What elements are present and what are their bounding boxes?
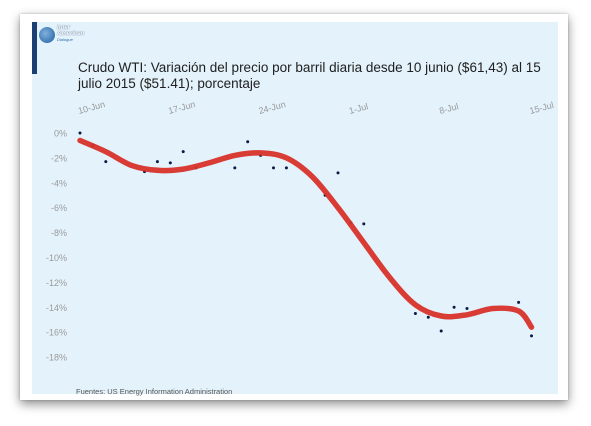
x-tick-label: 24-Jun [258, 99, 287, 116]
x-tick-label: 15-Jul [528, 100, 554, 116]
x-tick-label: 10-Jun [77, 99, 106, 116]
data-point [168, 161, 172, 165]
logo-bar [32, 22, 37, 74]
data-point [517, 300, 521, 304]
y-tick-label: -16% [46, 328, 67, 338]
inter-american-dialogue-logo: Inter American Dialogue [38, 25, 118, 49]
globe-icon [39, 27, 55, 43]
logo-line2: American [57, 31, 85, 37]
data-point [413, 312, 417, 316]
data-point [452, 305, 456, 309]
chart-title: Crudo WTI: Variación del precio por barr… [78, 60, 541, 91]
data-point [439, 329, 443, 333]
y-tick-label: -10% [46, 253, 67, 263]
chart-card: Inter American Dialogue Crudo WTI: Varia… [20, 14, 568, 400]
x-tick-label: 17-Jun [167, 99, 196, 116]
x-tick-label: 1-Jul [348, 101, 369, 116]
y-tick-label: 0% [54, 129, 67, 139]
data-point [272, 166, 275, 170]
y-tick-label: -14% [46, 303, 67, 313]
chart-panel: Inter American Dialogue Crudo WTI: Varia… [32, 22, 558, 396]
chart-plot: 0% -2% -4% -6% -8% -10% -12% -14% -16% -18% 10-Jun… [46, 99, 555, 363]
y-tick-label: -18% [46, 353, 67, 363]
y-tick-label: -12% [46, 278, 67, 288]
y-tick-label: -4% [51, 178, 67, 188]
data-point [465, 307, 469, 311]
data-point [530, 334, 533, 338]
y-tick-label: -2% [51, 153, 67, 163]
data-point [336, 171, 340, 175]
data-point [233, 166, 237, 170]
data-point [362, 222, 366, 226]
y-tick-label: -8% [51, 228, 67, 238]
data-point [284, 166, 288, 170]
logo-line3: Dialogue [57, 37, 73, 42]
data-point [246, 140, 250, 144]
logo-line1: Inter [57, 25, 71, 31]
logo-text: Inter American Dialogue [57, 25, 84, 43]
source-note: Fuentes: US Energy Information Administr… [76, 387, 233, 396]
data-point [155, 160, 159, 164]
y-tick-label: -6% [51, 203, 67, 213]
data-point [78, 131, 82, 135]
data-point [426, 315, 430, 319]
data-point [104, 160, 108, 164]
data-point [181, 150, 185, 154]
x-tick-label: 8-Jul [438, 101, 459, 116]
trend-line [77, 137, 535, 330]
